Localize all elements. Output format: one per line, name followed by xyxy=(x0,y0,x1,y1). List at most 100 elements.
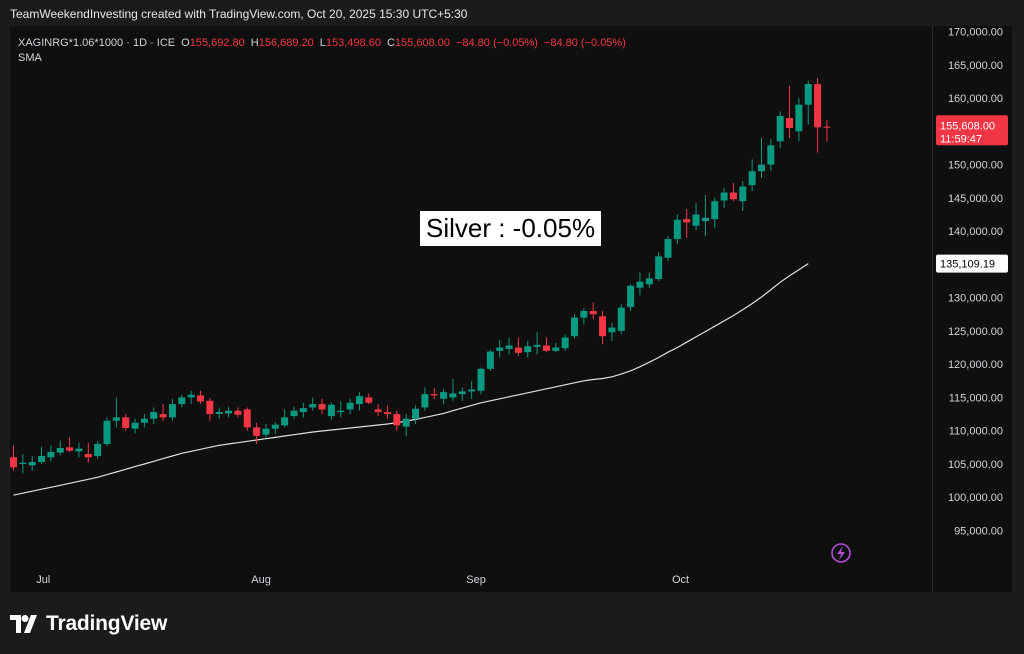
candle-body[interactable] xyxy=(589,310,597,315)
candle-body[interactable] xyxy=(552,347,560,351)
candle-body[interactable] xyxy=(505,345,513,349)
candle-body[interactable] xyxy=(299,408,307,413)
candle-body[interactable] xyxy=(617,307,625,331)
candle-body[interactable] xyxy=(243,409,251,428)
candle-body[interactable] xyxy=(374,409,382,413)
candle-body[interactable] xyxy=(571,317,578,337)
candle-body[interactable] xyxy=(608,327,616,333)
candle-body[interactable] xyxy=(355,396,363,405)
candle-body[interactable] xyxy=(655,256,663,280)
x-tick-label: Jul xyxy=(36,574,50,586)
candle-body[interactable] xyxy=(206,400,214,415)
candle-body[interactable] xyxy=(131,422,139,429)
candle-body[interactable] xyxy=(804,84,812,105)
candle-body[interactable] xyxy=(159,414,167,418)
candle-body[interactable] xyxy=(384,412,391,415)
candle-body[interactable] xyxy=(748,171,756,186)
candle-body[interactable] xyxy=(103,420,111,445)
legend-sma-label[interactable]: SMA xyxy=(18,52,42,64)
candlestick-chart[interactable]: 170,000.00 165,000.00 160,000.00 150,000.00… xyxy=(10,26,1012,592)
candle-body[interactable] xyxy=(290,410,298,417)
candle-body[interactable] xyxy=(449,393,457,398)
candle-body[interactable] xyxy=(346,402,354,410)
candle-body[interactable] xyxy=(739,186,747,202)
candle-body[interactable] xyxy=(262,428,270,435)
candle-body[interactable] xyxy=(729,192,737,200)
candle-body[interactable] xyxy=(664,239,672,258)
candle-body[interactable] xyxy=(477,368,485,391)
candle-body[interactable] xyxy=(122,417,130,429)
candle-body[interactable] xyxy=(318,404,326,410)
candle-body[interactable] xyxy=(599,316,607,337)
candle-body[interactable] xyxy=(271,424,279,429)
candle-body[interactable] xyxy=(253,427,261,437)
candle-body[interactable] xyxy=(758,164,765,172)
candle-body[interactable] xyxy=(645,278,653,285)
candle-body[interactable] xyxy=(430,394,438,396)
candle-body[interactable] xyxy=(486,351,494,369)
lightning-icon[interactable] xyxy=(831,543,851,563)
candle-body[interactable] xyxy=(150,412,158,419)
candle-body[interactable] xyxy=(711,201,719,220)
chart-annotation[interactable]: Silver : -0.05% xyxy=(420,211,602,246)
candle-body[interactable] xyxy=(281,417,289,426)
candle-body[interactable] xyxy=(393,414,401,426)
candle-body[interactable] xyxy=(823,126,831,128)
candle-body[interactable] xyxy=(84,453,92,458)
candle-body[interactable] xyxy=(786,117,794,128)
candle-body[interactable] xyxy=(402,418,410,427)
y-tick-label: 140,000.00 xyxy=(948,226,1003,238)
candle-body[interactable] xyxy=(524,346,532,353)
candle-body[interactable] xyxy=(47,451,55,458)
candle-body[interactable] xyxy=(337,410,345,413)
candle-body[interactable] xyxy=(215,412,223,415)
y-tick-label: 130,000.00 xyxy=(948,293,1003,305)
legend-symbol[interactable]: XAGINRG*1.06*1000 · 1D · ICE xyxy=(18,37,176,49)
candle-body[interactable] xyxy=(140,418,148,423)
candle-body[interactable] xyxy=(197,395,204,402)
candle-body[interactable] xyxy=(795,104,803,132)
candle-body[interactable] xyxy=(542,345,550,351)
candle-body[interactable] xyxy=(10,457,17,468)
candle-body[interactable] xyxy=(683,219,691,223)
candle-body[interactable] xyxy=(412,408,420,419)
candle-body[interactable] xyxy=(561,337,569,349)
candle-body[interactable] xyxy=(496,347,504,351)
candle-body[interactable] xyxy=(66,447,74,451)
candle-body[interactable] xyxy=(692,214,700,226)
candle-body[interactable] xyxy=(327,404,335,417)
candle-body[interactable] xyxy=(178,397,186,405)
candle-body[interactable] xyxy=(767,145,775,165)
candle-body[interactable] xyxy=(720,192,728,201)
footer-bar: TradingView xyxy=(0,592,1024,654)
candle-body[interactable] xyxy=(533,344,541,347)
candle-body[interactable] xyxy=(776,115,784,142)
tradingview-logo[interactable]: TradingView xyxy=(10,612,167,636)
candle-body[interactable] xyxy=(56,447,64,453)
chart-area[interactable]: 170,000.00 165,000.00 160,000.00 150,000.00… xyxy=(10,26,1012,592)
candle-body[interactable] xyxy=(112,417,120,421)
candle-body[interactable] xyxy=(168,404,176,418)
candle-body[interactable] xyxy=(225,410,233,414)
candle-body[interactable] xyxy=(514,347,522,353)
candle-body[interactable] xyxy=(19,462,27,464)
legend-c-label: C xyxy=(386,37,395,49)
candle-body[interactable] xyxy=(75,448,83,452)
candle-body[interactable] xyxy=(468,389,476,392)
candle-body[interactable] xyxy=(94,444,102,456)
candle-body[interactable] xyxy=(701,217,709,222)
candle-body[interactable] xyxy=(627,285,635,307)
candle-body[interactable] xyxy=(28,461,36,466)
candle-body[interactable] xyxy=(580,310,588,318)
candle-body[interactable] xyxy=(187,394,195,398)
candle-body[interactable] xyxy=(309,404,317,408)
candle-body[interactable] xyxy=(440,392,448,399)
candle-body[interactable] xyxy=(365,397,373,403)
candle-body[interactable] xyxy=(814,84,822,128)
candle-body[interactable] xyxy=(458,391,466,395)
candle-body[interactable] xyxy=(421,394,429,408)
candle-body[interactable] xyxy=(38,455,46,462)
candle-body[interactable] xyxy=(636,281,644,288)
candle-body[interactable] xyxy=(234,410,242,415)
candle-body[interactable] xyxy=(673,219,681,240)
